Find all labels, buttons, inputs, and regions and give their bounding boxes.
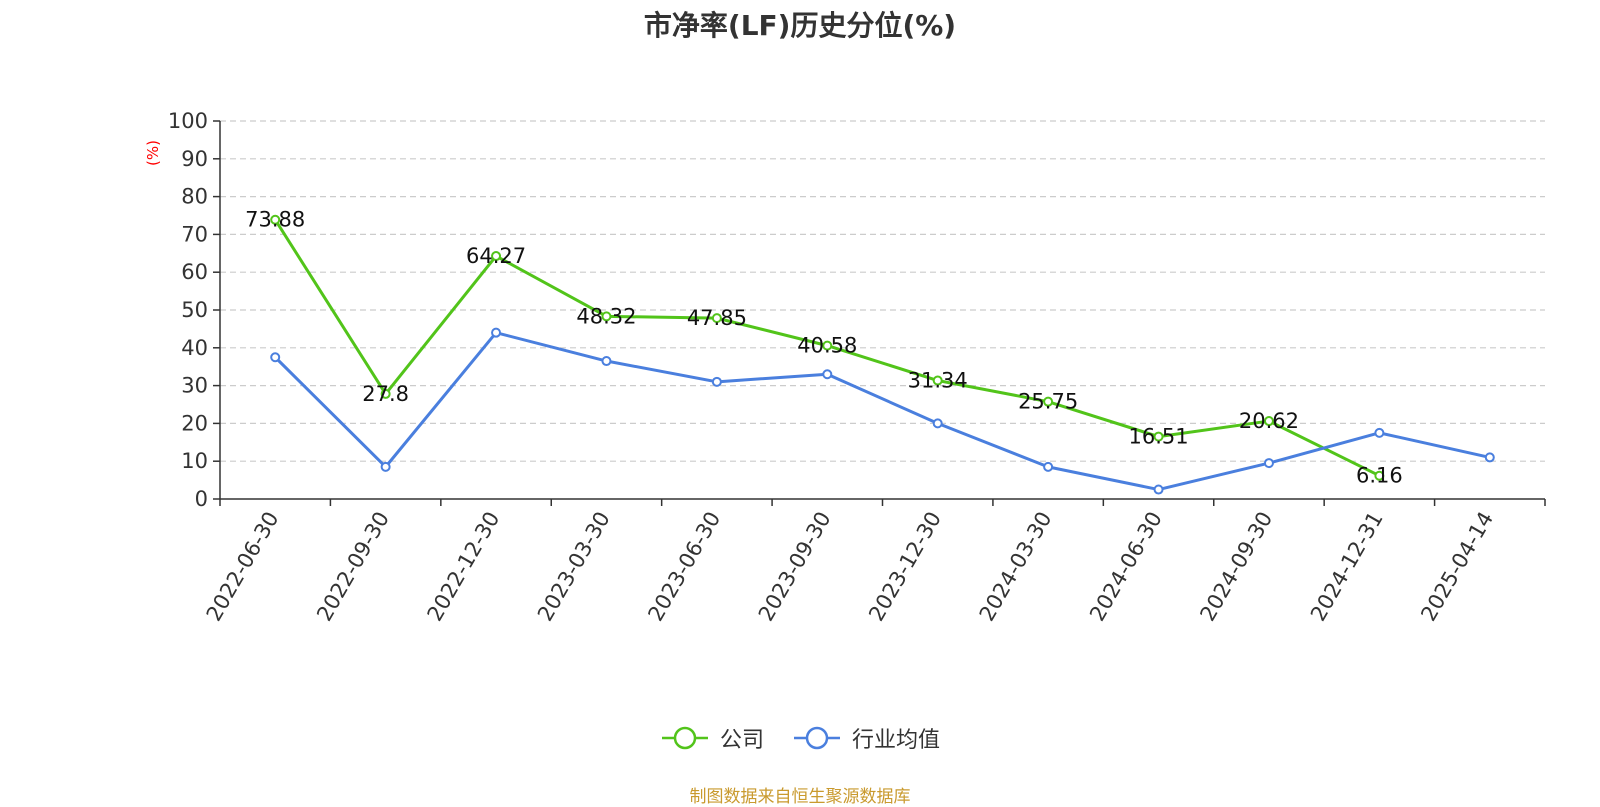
legend-label: 行业均值	[852, 728, 941, 753]
data-label: 25.75	[1018, 390, 1078, 414]
y-tick-label: 50	[181, 298, 208, 322]
x-tick-label: 2023-09-30	[754, 508, 836, 626]
x-tick-label: 2022-12-30	[423, 507, 505, 625]
data-point	[1043, 461, 1054, 472]
legend-item[interactable]: 公司	[660, 722, 764, 754]
axis-layer: 0 10 20 30 40 50 60 70 80 90 100 2022-06-30 2022-09-…	[168, 109, 1546, 626]
label-layer: 73.88 27.8 64.27 48.32 47.85 40.58 31.34 25.75 1…	[245, 208, 1403, 488]
data-point	[932, 375, 943, 386]
chart-title: 市净率(LF)历史分位(%)	[643, 9, 957, 42]
y-tick-label: 90	[181, 147, 208, 171]
data-point	[491, 327, 502, 338]
y-tick-label: 0	[195, 487, 208, 511]
y-tick-label: 40	[181, 336, 208, 360]
data-label: 31.34	[908, 369, 968, 393]
x-tick-label: 2024-09-30	[1195, 508, 1277, 626]
x-tick-label: 2024-12-31	[1306, 508, 1388, 626]
data-point	[1484, 452, 1495, 463]
data-point	[1374, 470, 1385, 481]
x-tick-label: 2022-06-30	[202, 508, 284, 626]
data-point	[270, 214, 281, 225]
data-label: 48.32	[576, 304, 636, 328]
legend: 公司 行业均值	[0, 722, 1600, 754]
data-label: 64.27	[466, 244, 526, 268]
data-point	[1263, 416, 1274, 427]
data-point	[822, 369, 833, 380]
data-label: 40.58	[797, 334, 857, 358]
x-tick-label: 2023-03-30	[533, 508, 615, 626]
x-tick-label: 2024-06-30	[1085, 508, 1167, 626]
x-tick-label: 2023-06-30	[643, 508, 725, 626]
y-tick-label: 60	[181, 260, 208, 284]
legend-swatch	[661, 726, 708, 750]
series-layer	[270, 214, 1495, 495]
data-label: 6.16	[1356, 464, 1403, 488]
grid-layer	[220, 120, 1545, 462]
data-point	[711, 313, 722, 324]
data-point	[1153, 431, 1164, 442]
y-tick-label: 30	[181, 374, 208, 398]
data-point	[711, 376, 722, 387]
series-line-1	[274, 331, 1491, 492]
data-label: 20.62	[1239, 409, 1299, 433]
data-label: 47.85	[687, 306, 747, 330]
legend-item[interactable]: 行业均值	[792, 722, 940, 754]
data-point	[601, 356, 612, 367]
y-tick-label: 100	[168, 109, 208, 133]
data-point	[1153, 484, 1164, 495]
data-point	[822, 340, 833, 351]
data-point	[380, 461, 391, 472]
source-note: 制图数据来自恒生聚源数据库	[689, 787, 911, 807]
y-tick-label: 10	[181, 449, 208, 473]
data-point	[932, 418, 943, 429]
data-label: 73.88	[245, 208, 305, 232]
y-tick-label: 80	[181, 185, 208, 209]
data-point	[270, 352, 281, 363]
data-point	[601, 311, 612, 322]
x-tick-label: 2025-04-14	[1416, 508, 1498, 626]
x-tick-label: 2022-09-30	[312, 508, 394, 626]
data-point	[1263, 458, 1274, 469]
y-tick-label: 70	[181, 222, 208, 246]
y-axis-unit-label: (%)	[144, 140, 162, 166]
legend-swatch	[794, 726, 840, 750]
legend-label: 公司	[719, 728, 764, 753]
y-tick-label: 20	[181, 411, 208, 435]
x-tick-label: 2024-03-30	[975, 508, 1057, 626]
data-point	[380, 388, 391, 399]
data-point	[1043, 396, 1054, 407]
data-label: 16.51	[1128, 425, 1188, 449]
data-label: 27.8	[362, 382, 409, 406]
x-tick-label: 2023-12-30	[864, 507, 946, 625]
data-point	[491, 251, 502, 262]
data-point	[1374, 427, 1385, 438]
